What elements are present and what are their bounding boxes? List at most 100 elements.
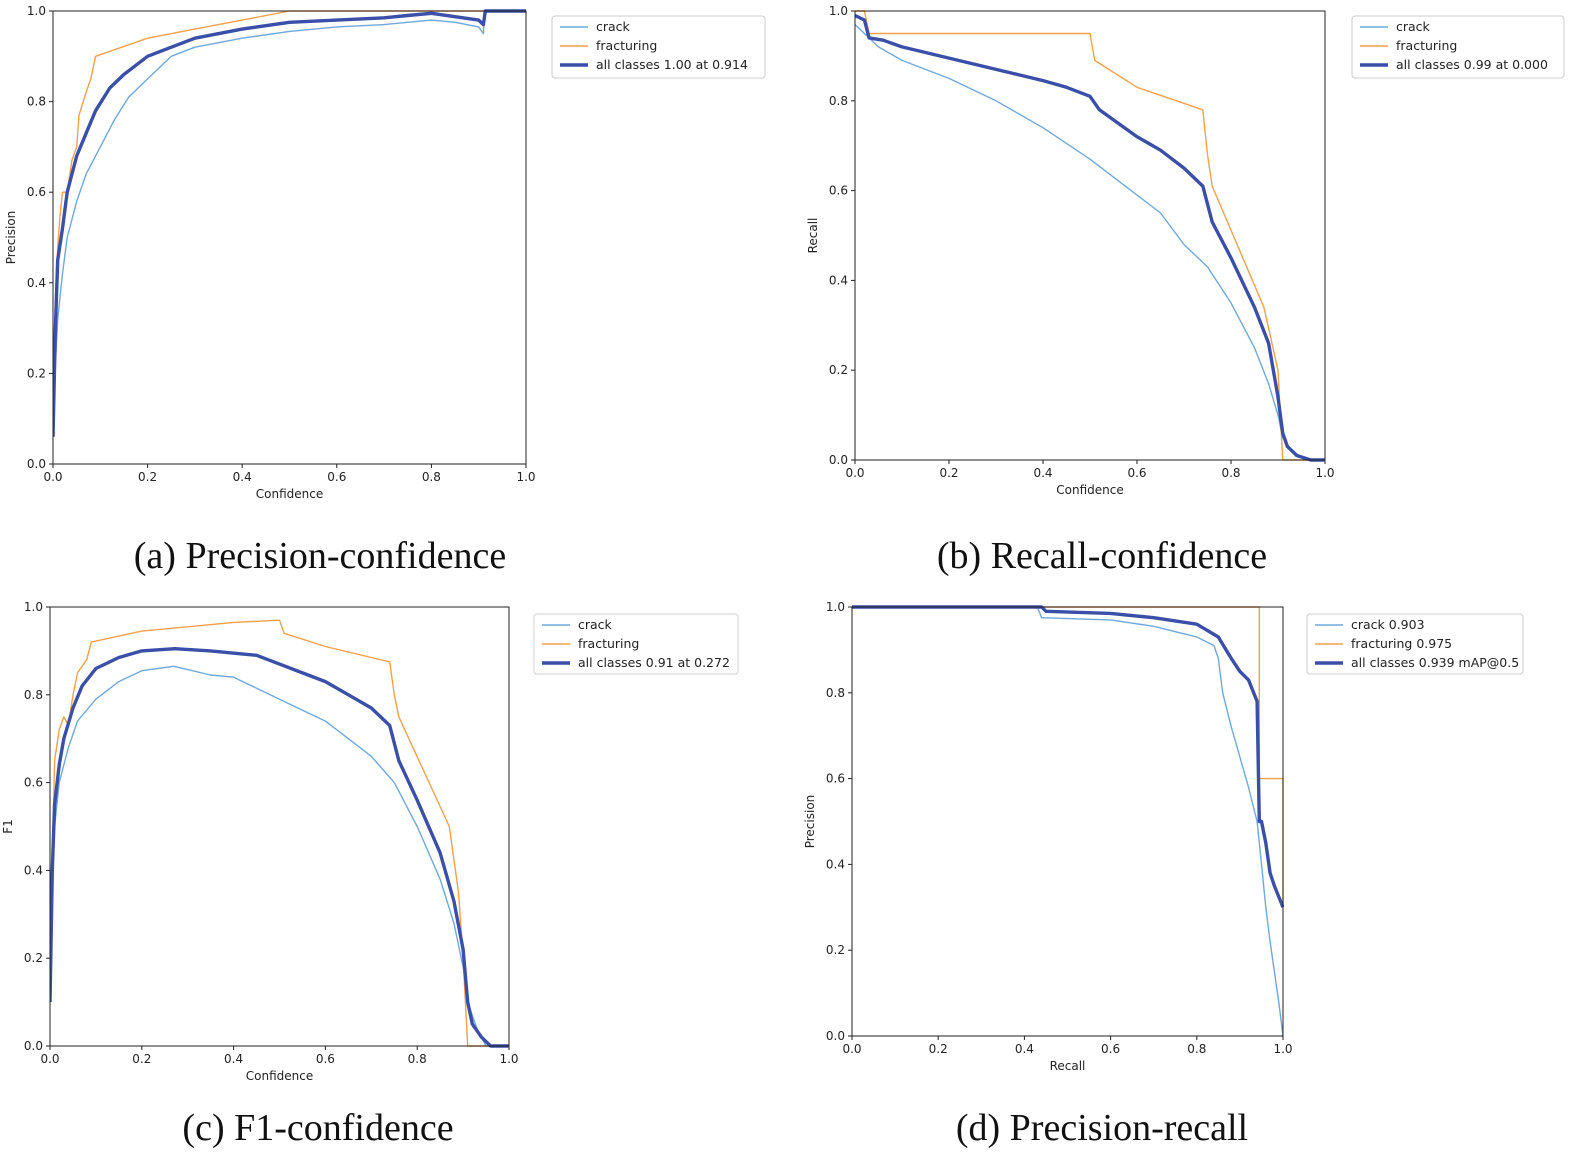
y-tick-label: 1.0 [24, 600, 43, 614]
x-tick-label: 0.8 [1187, 1042, 1206, 1056]
legend-entry: fracturing [596, 38, 657, 53]
x-tick-label: 0.6 [316, 1052, 335, 1066]
y-tick-label: 0.0 [826, 1029, 845, 1043]
plot-area [50, 607, 509, 1046]
legend-entry: fracturing [578, 636, 639, 651]
plot-area [852, 607, 1283, 1036]
plot-area [855, 11, 1325, 460]
y-tick-label: 0.6 [24, 776, 43, 790]
y-axis-label: Precision [4, 211, 18, 265]
legend-entry: all classes 0.91 at 0.272 [578, 655, 730, 670]
x-tick-label: 0.6 [1101, 1042, 1120, 1056]
y-axis-label: Recall [806, 218, 820, 254]
series-line-all-classes [852, 605, 1284, 908]
y-tick-label: 0.6 [27, 185, 46, 199]
chart-c: 0.0 0.2 0.4 0.6 0.8 1.0 0.0 0.2 0.4 0.6 0.8 1.0 Conf… [1, 600, 739, 1149]
legend-entry: crack [596, 19, 631, 34]
chart-caption: (c) F1-confidence [182, 1107, 453, 1149]
legend-entry: crack [578, 617, 613, 632]
legend-entry: all classes 0.99 at 0.000 [1396, 57, 1548, 72]
series-line-all-classes [50, 647, 509, 1048]
legend-box [1306, 613, 1524, 675]
series-line-all-classes [53, 9, 526, 437]
legend-box [551, 15, 766, 79]
y-tick-label: 1.0 [829, 4, 848, 18]
series-line-all-classes [855, 13, 1325, 462]
chart-caption: (a) Precision-confidence [134, 535, 506, 577]
legend: crack fracturing all classes 0.91 at 0.272 [533, 613, 739, 675]
legend: crack fracturing all classes 0.99 at 0.000 [1351, 15, 1565, 79]
x-tick-label: 0.8 [1221, 466, 1240, 480]
x-tick-label: 0.2 [138, 470, 157, 484]
y-tick-label: 0.6 [829, 184, 848, 198]
series-line-crack [852, 606, 1284, 1037]
x-axis-label: Confidence [1056, 483, 1123, 497]
series-line-fracturing [53, 10, 526, 419]
x-tick-label: 0.0 [43, 470, 62, 484]
x-tick-label: 0.2 [929, 1042, 948, 1056]
x-tick-label: 0.6 [327, 470, 346, 484]
x-tick-label: 0.8 [422, 470, 441, 484]
legend-entry: fracturing [1396, 38, 1457, 53]
chart-caption: (b) Recall-confidence [937, 535, 1267, 577]
legend-entry: all classes 1.00 at 0.914 [596, 57, 748, 72]
x-tick-label: 0.6 [1127, 466, 1146, 480]
x-tick-label: 1.0 [516, 470, 535, 484]
x-tick-label: 1.0 [1315, 466, 1334, 480]
y-tick-label: 0.4 [826, 857, 845, 871]
y-tick-label: 0.0 [829, 453, 848, 467]
x-tick-label: 0.2 [939, 466, 958, 480]
y-axis-label: F1 [1, 819, 15, 834]
y-tick-label: 0.8 [27, 95, 46, 109]
chart-b: 0.0 0.2 0.4 0.6 0.8 1.0 0.0 0.2 0.4 0.6 0.8 1.0 Conf… [806, 4, 1565, 577]
legend-entry: fracturing 0.975 [1351, 636, 1452, 651]
x-tick-label: 0.4 [224, 1052, 243, 1066]
x-tick-label: 0.0 [842, 1042, 861, 1056]
x-tick-label: 0.0 [845, 466, 864, 480]
legend: crack fracturing all classes 1.00 at 0.914 [551, 15, 766, 79]
legend-entry: crack [1396, 19, 1431, 34]
x-tick-label: 1.0 [1273, 1042, 1292, 1056]
y-tick-label: 0.2 [24, 951, 43, 965]
chart-d: 0.0 0.2 0.4 0.6 0.8 1.0 0.0 0.2 0.4 0.6 0.8 1.0 Reca… [803, 600, 1524, 1149]
series-line-crack [53, 10, 526, 428]
y-tick-label: 0.2 [829, 363, 848, 377]
legend-box [533, 613, 739, 675]
plot-frame [851, 606, 1284, 1037]
y-tick-label: 0.0 [24, 1039, 43, 1053]
plot-frame [49, 606, 510, 1047]
y-tick-label: 0.6 [826, 772, 845, 786]
y-tick-label: 1.0 [27, 4, 46, 18]
x-axis-label: Confidence [256, 487, 323, 501]
y-tick-label: 1.0 [826, 600, 845, 614]
legend-box [1351, 15, 1565, 79]
x-tick-label: 0.4 [233, 470, 252, 484]
y-tick-label: 0.4 [829, 273, 848, 287]
legend-entry: all classes 0.939 mAP@0.5 [1351, 655, 1519, 670]
plot-frame [52, 10, 527, 465]
y-tick-label: 0.8 [24, 688, 43, 702]
y-tick-label: 0.8 [826, 686, 845, 700]
x-axis-label: Recall [1050, 1059, 1086, 1073]
y-tick-label: 0.0 [27, 457, 46, 471]
x-tick-label: 0.4 [1015, 1042, 1034, 1056]
y-tick-label: 0.4 [27, 276, 46, 290]
x-axis-label: Confidence [246, 1069, 313, 1083]
chart-caption: (d) Precision-recall [956, 1107, 1248, 1149]
y-axis-label: Precision [803, 795, 817, 849]
y-tick-label: 0.8 [829, 94, 848, 108]
y-tick-label: 0.2 [27, 366, 46, 380]
x-tick-label: 0.2 [132, 1052, 151, 1066]
y-tick-label: 0.4 [24, 863, 43, 877]
y-tick-label: 0.2 [826, 943, 845, 957]
x-tick-label: 0.4 [1033, 466, 1052, 480]
x-tick-label: 0.0 [40, 1052, 59, 1066]
legend-entry: crack 0.903 [1351, 617, 1425, 632]
plot-frame [854, 10, 1326, 461]
x-tick-label: 1.0 [499, 1052, 518, 1066]
chart-a: 0.0 0.2 0.4 0.6 0.8 1.0 0.0 0.2 0.4 0.6 0.8 1.0 Conf… [4, 4, 766, 577]
x-tick-label: 0.8 [408, 1052, 427, 1066]
plot-area [53, 11, 526, 464]
legend: crack 0.903 fracturing 0.975 all classes 0… [1306, 613, 1524, 675]
